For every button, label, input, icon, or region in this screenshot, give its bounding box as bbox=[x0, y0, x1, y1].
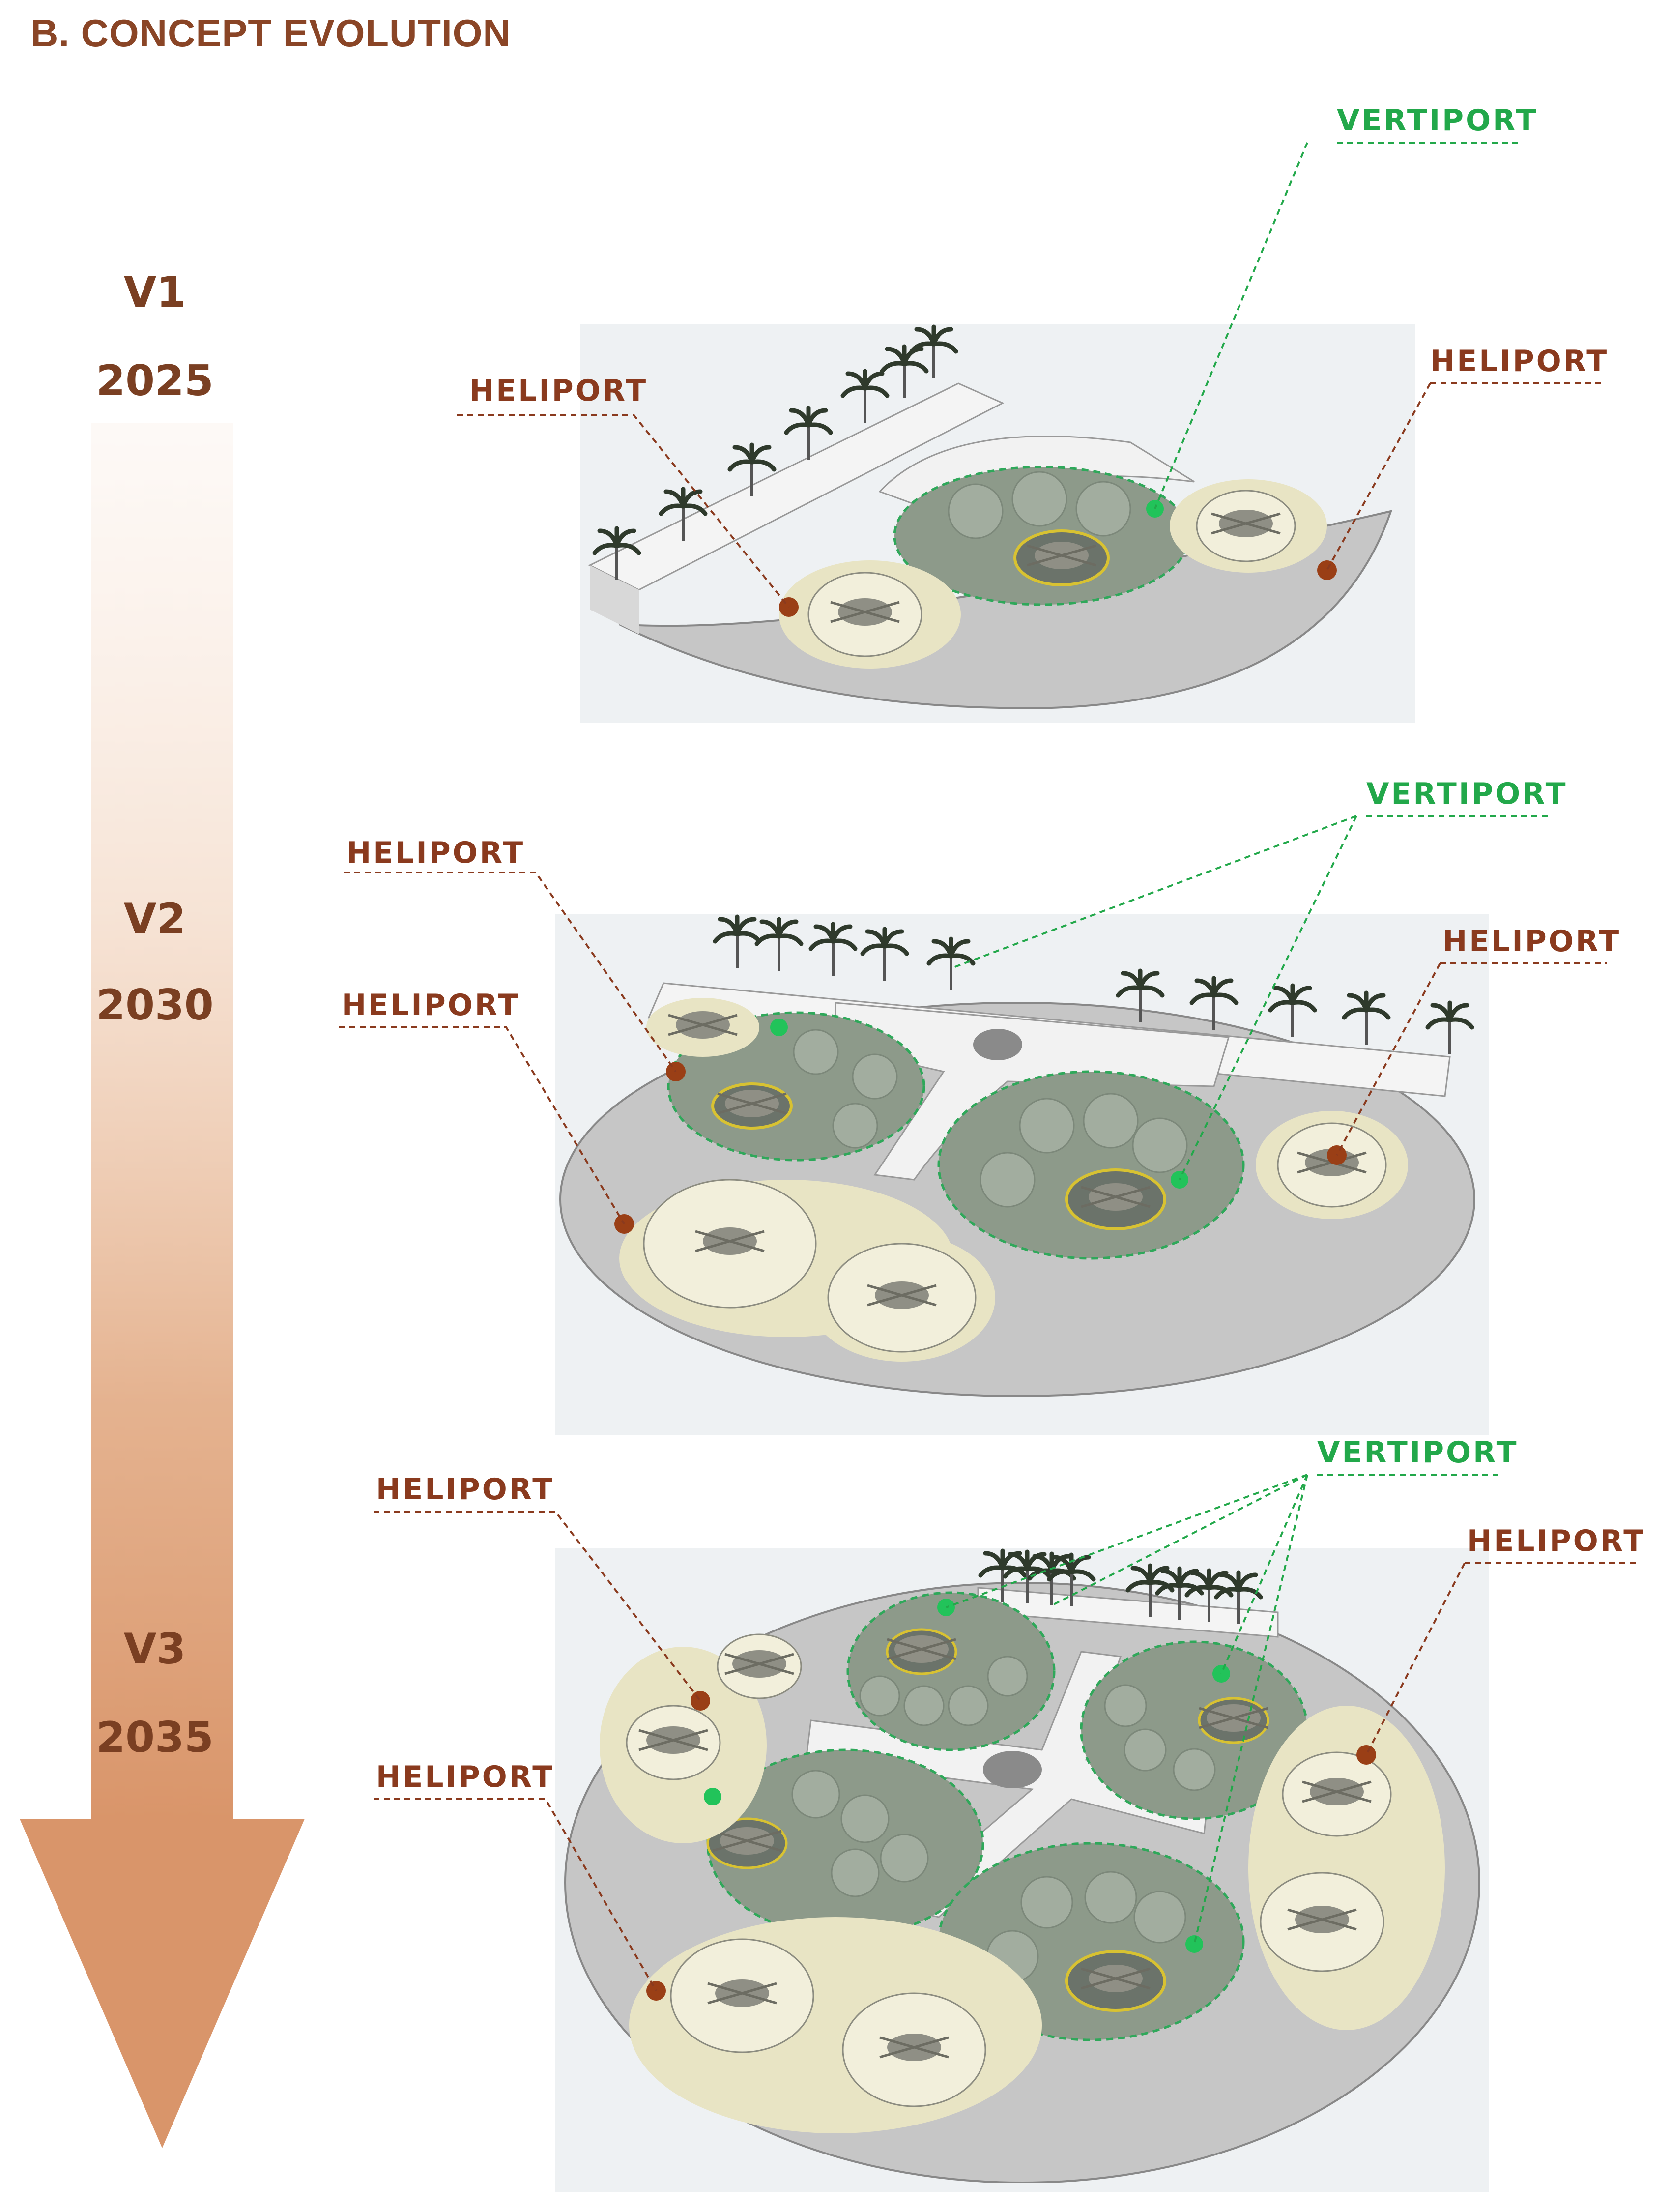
v3-illustration bbox=[374, 1474, 1637, 2192]
v1-heliport-label-left: HELIPORT bbox=[469, 374, 648, 408]
timeline-arrow-shaft bbox=[91, 423, 233, 1819]
v2-illustration bbox=[339, 815, 1607, 1435]
figure-title: B. CONCEPT EVOLUTION bbox=[30, 11, 511, 55]
v1-vertiport-label: VERTIPORT bbox=[1337, 103, 1538, 138]
stage-v2-version: V2 bbox=[123, 895, 186, 944]
stage-v3-year: 2035 bbox=[96, 1713, 214, 1762]
v2-heliport-label-right: HELIPORT bbox=[1442, 924, 1621, 959]
stage-v2-year: 2030 bbox=[96, 981, 214, 1030]
stage-v3-version: V3 bbox=[123, 1625, 186, 1674]
timeline-arrow-head bbox=[20, 1819, 305, 2148]
timeline-arrow bbox=[20, 423, 305, 2148]
stage-v1-year: 2025 bbox=[96, 356, 214, 406]
v2-vertiport-label: VERTIPORT bbox=[1366, 777, 1568, 811]
v3-heliport-label-right: HELIPORT bbox=[1467, 1524, 1646, 1558]
v1-heliport-label-right: HELIPORT bbox=[1430, 344, 1609, 378]
v3-heliport-label-lower-left: HELIPORT bbox=[376, 1760, 555, 1794]
v3-heliport-label-upper-left: HELIPORT bbox=[376, 1472, 555, 1507]
v2-heliport-label-upper-left: HELIPORT bbox=[346, 836, 525, 870]
v2-heliport-label-lower-left: HELIPORT bbox=[342, 988, 520, 1022]
v1-illustration bbox=[457, 142, 1602, 723]
v3-vertiport-label: VERTIPORT bbox=[1317, 1435, 1519, 1470]
stage-v1-version: V1 bbox=[123, 268, 186, 317]
